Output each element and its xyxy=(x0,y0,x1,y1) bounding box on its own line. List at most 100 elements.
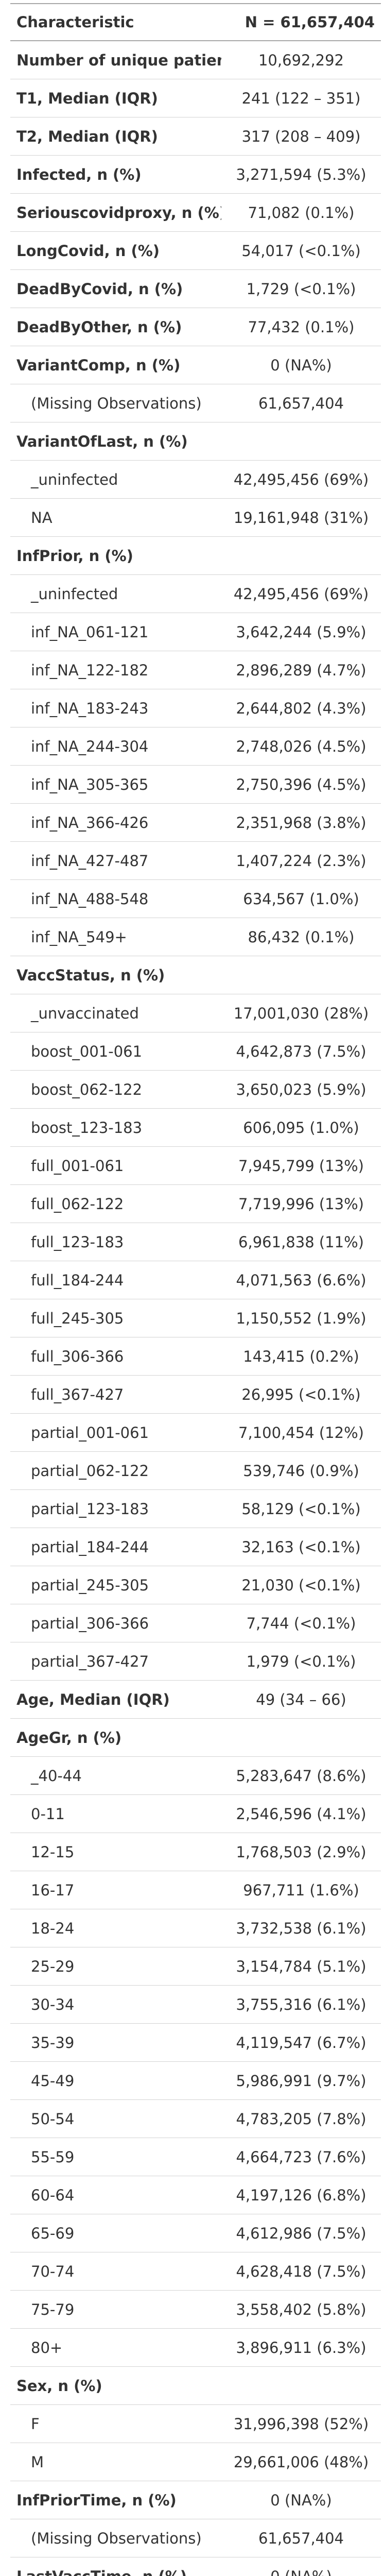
statistic-value: 29,661,006 (48%) xyxy=(221,2443,381,2481)
table-row: 30-34 3,755,316 (6.1%) xyxy=(10,1985,381,2024)
table-row: boost_123-183 606,095 (1.0%) xyxy=(10,1108,381,1147)
statistic-value: 143,415 (0.2%) xyxy=(221,1337,381,1376)
level-label: 80+ xyxy=(10,2328,221,2367)
level-label: partial_001-061 xyxy=(10,1413,221,1452)
table-row: InfPrior, n (%) xyxy=(10,536,381,575)
level-label: partial_062-122 xyxy=(10,1451,221,1490)
statistic-value: 2,546,596 (4.1%) xyxy=(221,1794,381,1833)
table-row: Sex, n (%) xyxy=(10,2366,381,2405)
statistic-value: 71,082 (0.1%) xyxy=(221,193,381,232)
variable-label: VaccStatus, n (%) xyxy=(10,956,221,994)
table-row: VariantOfLast, n (%) xyxy=(10,422,381,461)
table-row: partial_184-244 32,163 (<0.1%) xyxy=(10,1528,381,1566)
variable-label: InfPrior, n (%) xyxy=(10,536,221,575)
statistic-value: 1,729 (<0.1%) xyxy=(221,269,381,308)
table-row: Number of unique patients, n10,692,292 xyxy=(10,41,381,79)
statistic-value: 4,612,986 (7.5%) xyxy=(221,2214,381,2252)
variable-label: VariantOfLast, n (%) xyxy=(10,422,221,461)
variable-label: VariantComp, n (%) xyxy=(10,346,221,384)
table-row: inf_NA_305-365 2,750,396 (4.5%) xyxy=(10,765,381,804)
level-label: 65-69 xyxy=(10,2214,221,2252)
level-label: inf_NA_183-243 xyxy=(10,689,221,727)
statistic-value: 42,495,456 (69%) xyxy=(221,460,381,499)
table-row: partial_062-122 539,746 (0.9%) xyxy=(10,1451,381,1490)
level-label: full_062-122 xyxy=(10,1184,221,1223)
statistic-value: 4,071,563 (6.6%) xyxy=(221,1261,381,1299)
table-row: boost_062-122 3,650,023 (5.9%) xyxy=(10,1070,381,1109)
statistic-value: 3,732,538 (6.1%) xyxy=(221,1909,381,1947)
level-label: _40-44 xyxy=(10,1756,221,1795)
level-label: partial_123-183 xyxy=(10,1489,221,1528)
level-label: NA xyxy=(10,498,221,537)
statistic-value: 7,100,454 (12%) xyxy=(221,1413,381,1452)
level-label: _uninfected xyxy=(10,460,221,499)
table-row: T1, Median (IQR) 241 (122 – 351) xyxy=(10,79,381,117)
level-label: 50-54 xyxy=(10,2099,221,2138)
level-label: partial_306-366 xyxy=(10,1604,221,1642)
variable-label: Infected, n (%) xyxy=(10,155,221,194)
table-row: 25-29 3,154,784 (5.1%) xyxy=(10,1947,381,1986)
level-label: 16-17 xyxy=(10,1871,221,1909)
level-label: full_306-366 xyxy=(10,1337,221,1376)
statistic-value: 4,664,723 (7.6%) xyxy=(221,2138,381,2176)
level-label: inf_NA_488-548 xyxy=(10,879,221,918)
table-row: 75-79 3,558,402 (5.8%) xyxy=(10,2290,381,2329)
table-row: T2, Median (IQR) 317 (208 – 409) xyxy=(10,117,381,156)
table-row: Seriouscovidproxy, n (%) 71,082 (0.1%) xyxy=(10,193,381,232)
table-row: 18-24 3,732,538 (6.1%) xyxy=(10,1909,381,1947)
statistic-value: 4,628,418 (7.5%) xyxy=(221,2252,381,2291)
statistic-value: 61,657,404 xyxy=(221,2519,381,2557)
variable-label: Seriouscovidproxy, n (%) xyxy=(10,193,221,232)
variable-label: Sex, n (%) xyxy=(10,2366,221,2405)
statistic-value xyxy=(221,2366,381,2405)
table-row: partial_123-183 58,129 (<0.1%) xyxy=(10,1489,381,1528)
statistic-value: 54,017 (<0.1%) xyxy=(221,231,381,270)
table-row: AgeGr, n (%) xyxy=(10,1718,381,1757)
statistic-value xyxy=(221,422,381,461)
level-label: (Missing Observations) xyxy=(10,2519,221,2557)
level-label: inf_NA_244-304 xyxy=(10,727,221,766)
table-row: partial_001-061 7,100,454 (12%) xyxy=(10,1413,381,1452)
table-row: full_367-427 26,995 (<0.1%) xyxy=(10,1375,381,1414)
statistic-value: 77,432 (0.1%) xyxy=(221,308,381,346)
level-label: full_123-183 xyxy=(10,1223,221,1261)
table-row: DeadByCovid, n (%) 1,729 (<0.1%) xyxy=(10,269,381,308)
statistic-value: 4,119,547 (6.7%) xyxy=(221,2023,381,2062)
statistic-value: 3,650,023 (5.9%) xyxy=(221,1070,381,1109)
statistic-value: 32,163 (<0.1%) xyxy=(221,1528,381,1566)
variable-label: InfPriorTime, n (%) xyxy=(10,2481,221,2519)
table-row: full_001-061 7,945,799 (13%) xyxy=(10,1146,381,1185)
table-row: full_062-122 7,719,996 (13%) xyxy=(10,1184,381,1223)
statistic-value xyxy=(221,536,381,575)
table-row: Age, Median (IQR) 49 (34 – 66) xyxy=(10,1680,381,1719)
table-row: _unvaccinated 17,001,030 (28%) xyxy=(10,994,381,1032)
table-row: 0-11 2,546,596 (4.1%) xyxy=(10,1794,381,1833)
table-row: inf_NA_244-304 2,748,026 (4.5%) xyxy=(10,727,381,766)
table-row: partial_245-305 21,030 (<0.1%) xyxy=(10,1566,381,1604)
table-row: 50-54 4,783,205 (7.8%) xyxy=(10,2099,381,2138)
level-label: 70-74 xyxy=(10,2252,221,2291)
statistic-value: 241 (122 – 351) xyxy=(221,79,381,117)
level-label: 0-11 xyxy=(10,1794,221,1833)
variable-label: Number of unique patients, n xyxy=(10,41,221,79)
statistic-value: 10,692,292 xyxy=(221,41,381,79)
level-label: boost_062-122 xyxy=(10,1070,221,1109)
statistic-value: 21,030 (<0.1%) xyxy=(221,1566,381,1604)
table-row: LongCovid, n (%) 54,017 (<0.1%) xyxy=(10,231,381,270)
statistic-value: 61,657,404 xyxy=(221,384,381,422)
level-label: inf_NA_061-121 xyxy=(10,613,221,651)
level-label: full_367-427 xyxy=(10,1375,221,1414)
statistic-value: 539,746 (0.9%) xyxy=(221,1451,381,1490)
level-label: partial_184-244 xyxy=(10,1528,221,1566)
variable-label: T2, Median (IQR) xyxy=(10,117,221,156)
statistic-value: 7,744 (<0.1%) xyxy=(221,1604,381,1642)
table-row: LastVaccTime, n (%)0 (NA%) xyxy=(10,2557,381,2576)
level-label: 12-15 xyxy=(10,1833,221,1871)
statistic-value: 1,768,503 (2.9%) xyxy=(221,1833,381,1871)
table-row: 80+ 3,896,911 (6.3%) xyxy=(10,2328,381,2367)
table-row: NA 19,161,948 (31%) xyxy=(10,498,381,537)
statistic-value: 1,150,552 (1.9%) xyxy=(221,1299,381,1337)
statistic-value: 3,755,316 (6.1%) xyxy=(221,1985,381,2024)
statistic-value: 4,783,205 (7.8%) xyxy=(221,2099,381,2138)
statistic-value: 0 (NA%) xyxy=(221,2557,381,2576)
